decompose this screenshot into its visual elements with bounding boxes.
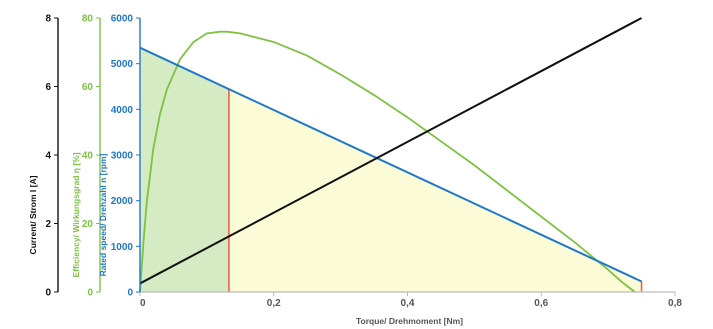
speed-tick-label: 2000 xyxy=(111,196,134,207)
efficiency-tick-label: 80 xyxy=(82,14,94,25)
efficiency-tick-label: 0 xyxy=(87,288,93,299)
speed-tick-label: 4000 xyxy=(111,105,134,116)
efficiency-axis-title: Efficiency/ Wirkungsgrad η [%] xyxy=(71,152,81,277)
speed-tick-label: 0 xyxy=(127,288,133,299)
x-tick-label: 0,4 xyxy=(401,298,415,309)
x-tick-label: 0,2 xyxy=(267,298,281,309)
shaded-area-1 xyxy=(140,47,229,292)
x-tick-label: 0,8 xyxy=(668,298,682,309)
efficiency-tick-label: 60 xyxy=(82,82,94,93)
current-tick-label: 8 xyxy=(45,14,51,25)
current-axis-title: Current/ Strom I [A] xyxy=(28,175,38,254)
current-tick-label: 2 xyxy=(45,219,51,230)
current-line xyxy=(139,17,643,285)
efficiency-curve xyxy=(139,30,636,293)
speed-line xyxy=(139,46,642,283)
current-tick-label: 0 xyxy=(45,288,51,299)
x-axis-title: Torque/ Drehmoment [Nm] xyxy=(356,316,463,326)
current-tick-label: 4 xyxy=(45,151,51,162)
speed-tick-label: 5000 xyxy=(111,59,134,70)
rated-markers xyxy=(228,89,643,292)
speed-tick-label: 6000 xyxy=(111,14,134,25)
x-tick-label: 0,6 xyxy=(534,298,548,309)
efficiency-tick-label: 20 xyxy=(82,219,94,230)
axes: 0 0,2 0,4 0,6 0,8 Torque/ Drehmoment [Nm] 0 2 4 6… xyxy=(28,14,682,327)
speed-tick-label: 3000 xyxy=(111,151,134,162)
series-lines xyxy=(139,17,643,293)
speed-tick-label: 1000 xyxy=(111,242,134,253)
shaded-areas xyxy=(140,47,642,292)
speed-axis-title: Rated speed/ Drehzahl n [rpm] xyxy=(98,153,108,276)
x-tick-label: 0 xyxy=(140,298,146,309)
shaded-area-2 xyxy=(228,89,642,292)
efficiency-tick-label: 40 xyxy=(82,151,94,162)
current-tick-label: 6 xyxy=(45,82,51,93)
